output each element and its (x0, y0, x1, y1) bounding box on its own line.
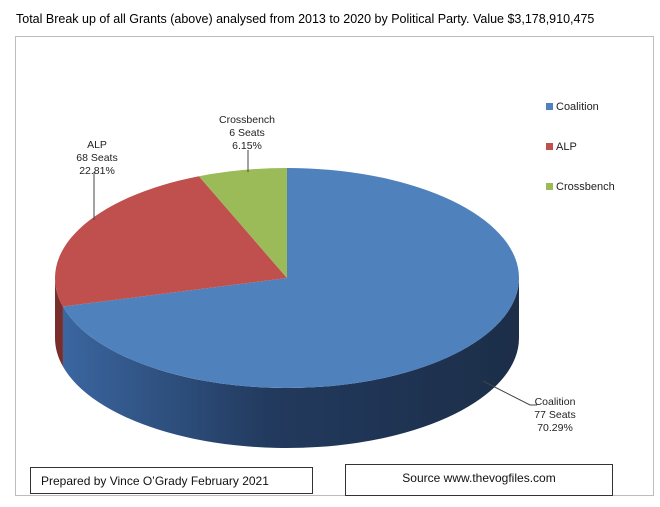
data-label-line: 6 Seats (229, 127, 265, 139)
chart-title: Total Break up of all Grants (above) ana… (16, 12, 595, 26)
data-label-line: Coalition (535, 396, 576, 408)
legend-swatch-alp (546, 143, 553, 150)
pie-slice-alp (55, 176, 288, 307)
pie-slice-coalition (62, 168, 520, 388)
pie-side-coalition (62, 278, 520, 448)
data-label-line: 68 Seats (76, 152, 117, 164)
pie-side-alp (55, 278, 63, 367)
data-label-line: 70.29% (537, 422, 573, 434)
data-label-line: 77 Seats (534, 409, 575, 421)
prepared-by-box: Prepared by Vince O’Grady February 2021 (30, 467, 313, 494)
legend-label-coalition: Coalition (556, 101, 599, 113)
legend-swatch-coalition (546, 103, 553, 110)
pie-slice-crossbench (198, 168, 287, 278)
data-label-line: 22.81% (79, 165, 115, 177)
data-label-line: 6.15% (232, 140, 262, 152)
legend-swatch-crossbench (546, 183, 553, 190)
legend-label-alp: ALP (556, 141, 577, 153)
source-box: Source www.thevogfiles.com (345, 464, 613, 496)
chart-frame (15, 36, 654, 496)
legend-label-crossbench: Crossbench (556, 181, 615, 193)
data-label-line: Crossbench (219, 114, 275, 126)
data-label-line: ALP (87, 139, 107, 151)
leader-line-coalition (482, 380, 537, 406)
